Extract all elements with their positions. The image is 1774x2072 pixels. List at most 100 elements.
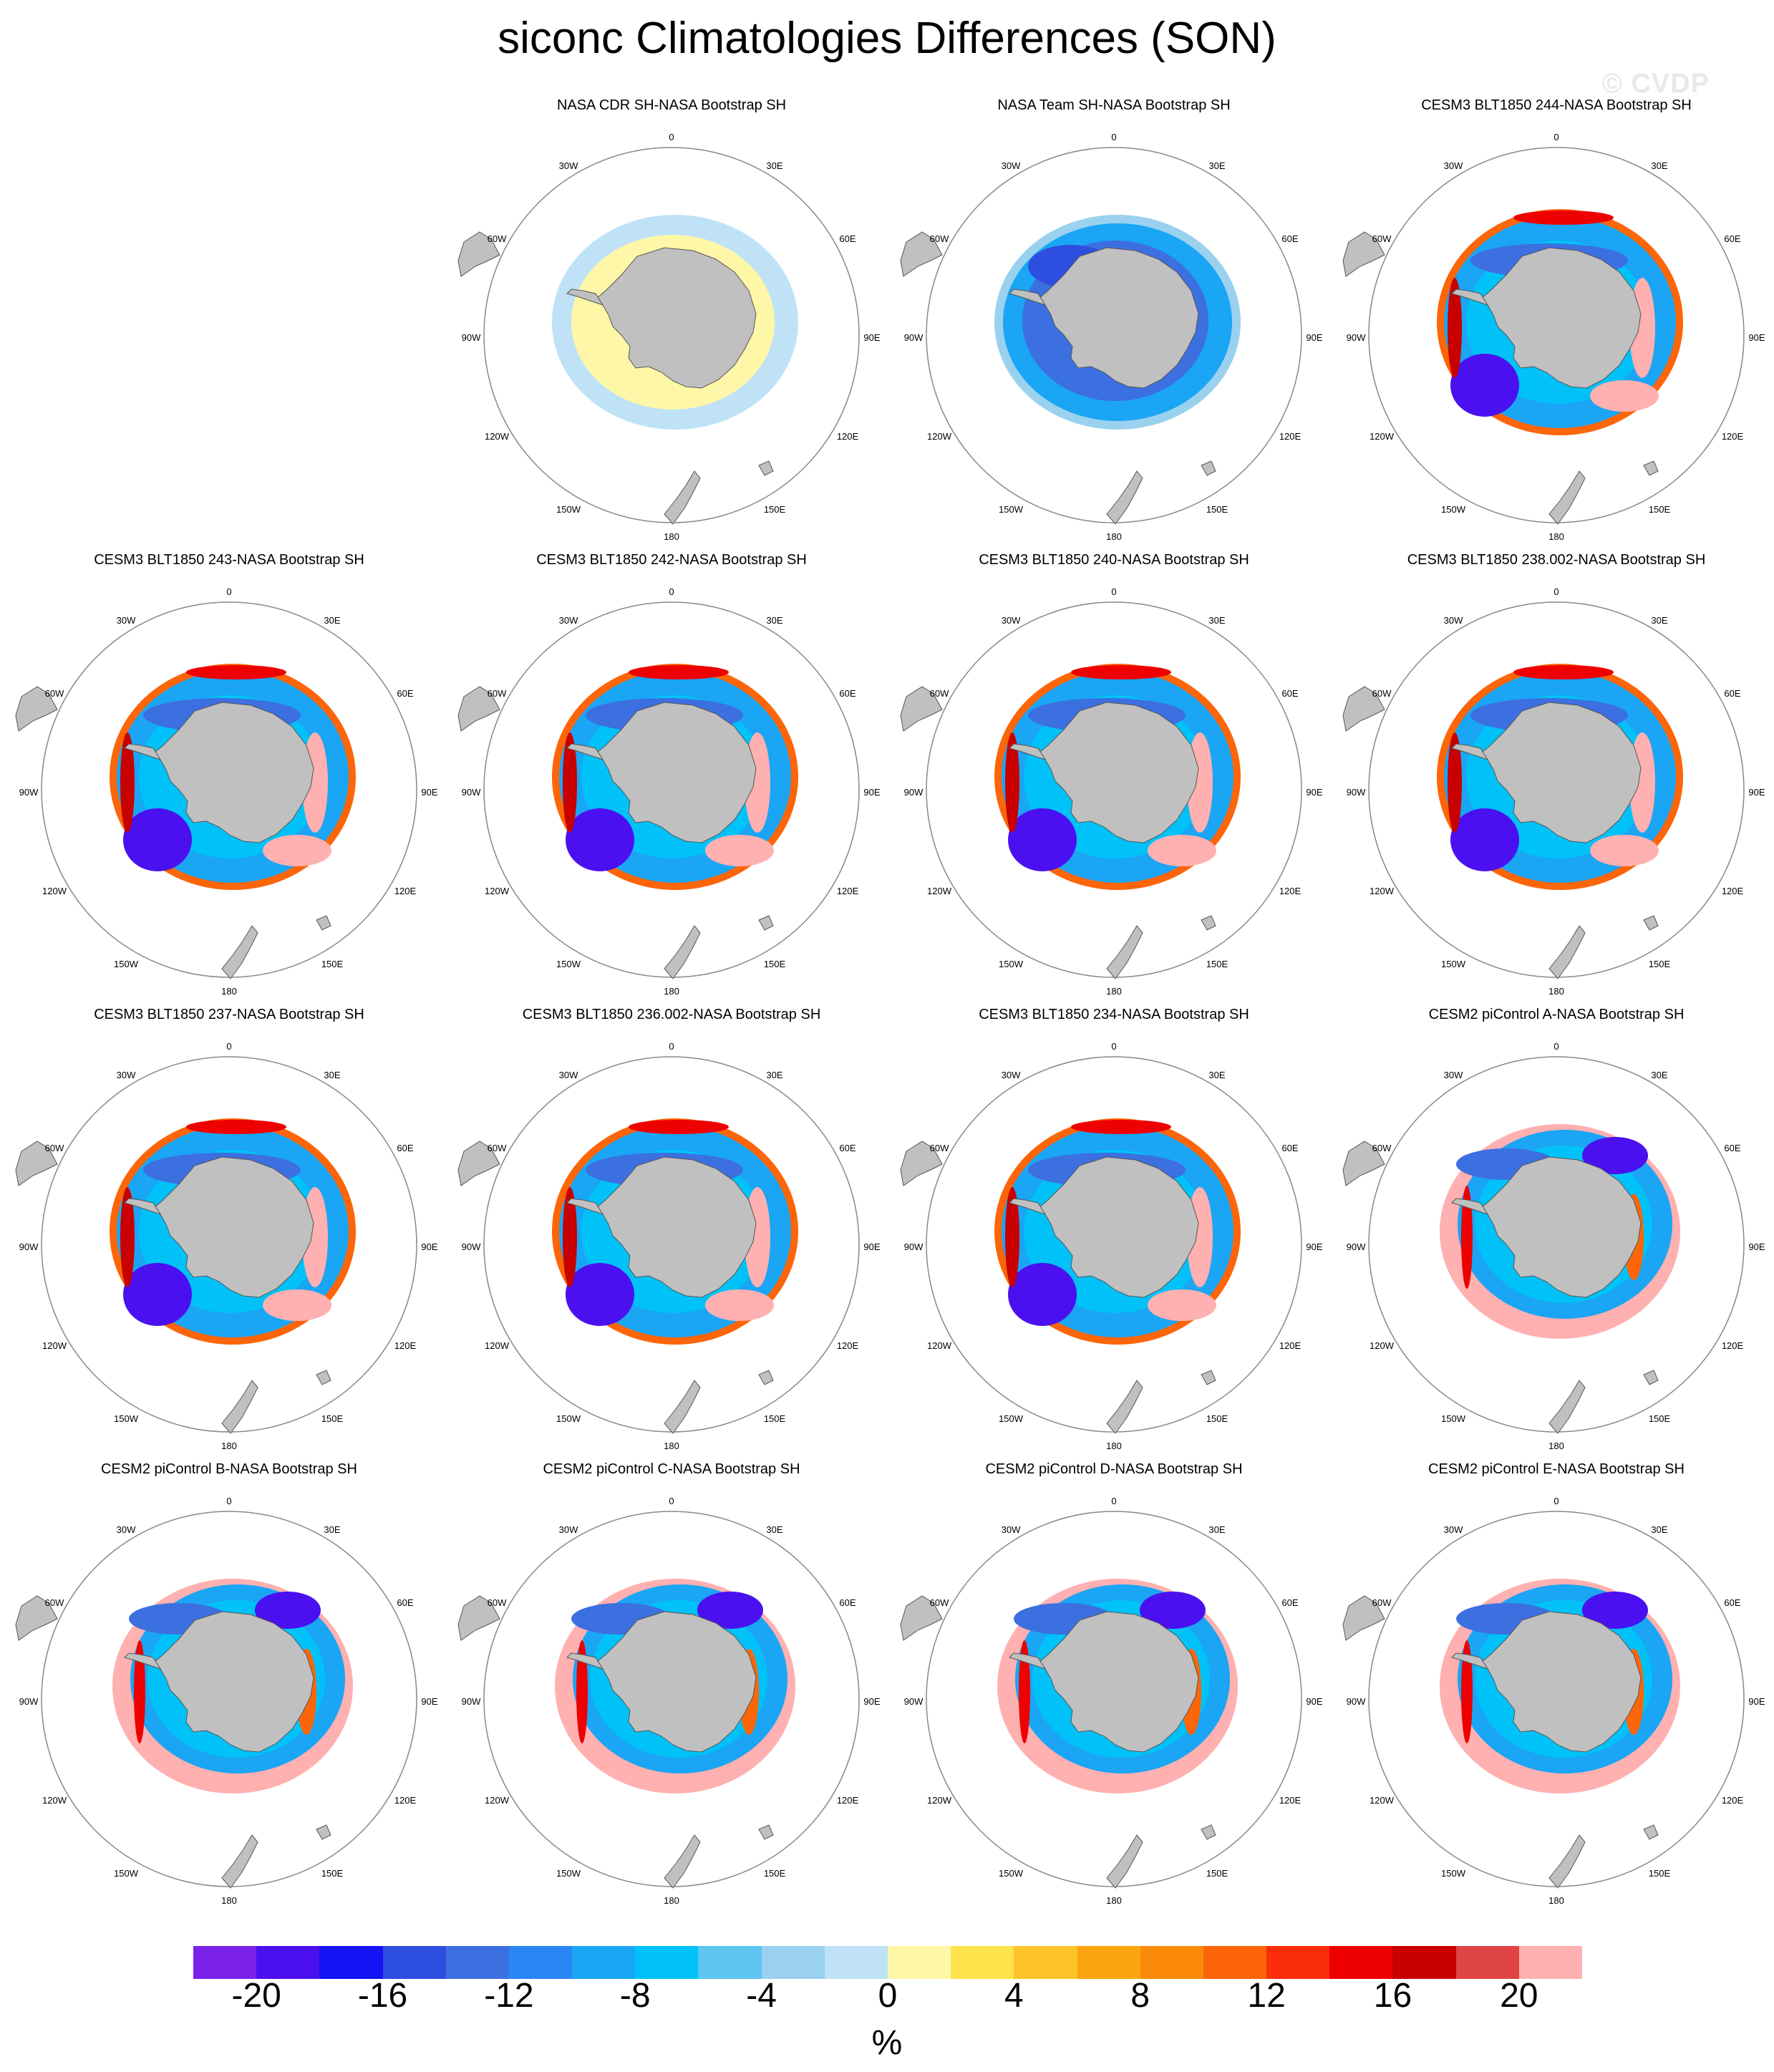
colorbar-swatch — [1455, 1946, 1520, 1979]
antarctica-land — [154, 702, 314, 843]
longitude-label: 120W — [485, 1795, 510, 1806]
longitude-label: 150E — [1649, 504, 1671, 515]
longitude-label: 60W — [930, 1143, 949, 1153]
antarctic-peninsula — [124, 743, 162, 760]
antarctic-peninsula — [1451, 743, 1489, 760]
map-panel: CESM3 BLT1850 234-NASA Bootstrap SH 0 30W 3… — [892, 1007, 1336, 1461]
tasmania-land — [316, 915, 331, 931]
panel-title: CESM2 piControl E-NASA Bootstrap SH — [1428, 1461, 1685, 1477]
new-zealand-land — [664, 470, 701, 525]
south-america-land — [457, 1595, 500, 1641]
new-zealand-land — [221, 925, 258, 979]
longitude-label: 90E — [1748, 1696, 1765, 1707]
south-america-land — [900, 686, 943, 732]
longitude-label: 30E — [766, 615, 782, 626]
antarctic-peninsula — [124, 1198, 162, 1215]
antarctic-peninsula — [566, 289, 604, 306]
longitude-label: 120W — [42, 1795, 67, 1806]
south-america-land — [15, 1141, 58, 1186]
longitude-label: 150W — [999, 504, 1024, 515]
longitude-label: 60W — [1372, 688, 1392, 699]
tasmania-land — [1201, 460, 1216, 476]
longitude-label: 30W — [559, 1524, 578, 1535]
longitude-label: 150E — [1206, 504, 1228, 515]
longitude-label: 30E — [1651, 1070, 1667, 1080]
antarctica-land — [1481, 247, 1642, 389]
longitude-label: 120W — [1370, 1795, 1395, 1806]
longitude-label: 30W — [1002, 1524, 1021, 1535]
longitude-label: 120E — [394, 1795, 417, 1806]
longitude-label: 0 — [1111, 586, 1116, 597]
longitude-label: 180 — [664, 531, 679, 542]
tasmania-land — [758, 915, 774, 931]
tasmania-land — [316, 1370, 331, 1385]
longitude-label: 90W — [462, 1696, 481, 1707]
antarctic-peninsula — [1009, 1652, 1047, 1670]
polar-map: 0 30W 30E 60W 60E 90W 90E 120W 120E 150W 150E 180 — [900, 132, 1323, 542]
longitude-label: 30W — [1002, 615, 1021, 626]
longitude-label: 180 — [1106, 1895, 1122, 1906]
tasmania-land — [1643, 915, 1659, 931]
new-zealand-land — [664, 925, 701, 979]
longitude-label: 90E — [1748, 1241, 1765, 1252]
longitude-label: 0 — [1111, 1041, 1116, 1052]
longitude-label: 60E — [839, 233, 856, 244]
longitude-label: 60E — [397, 688, 413, 699]
colorbar-tick-label: 0 — [878, 1977, 898, 2015]
longitude-label: 180 — [1548, 1895, 1564, 1906]
longitude-label: 120W — [927, 1340, 952, 1351]
antarctica-land — [1039, 1611, 1199, 1753]
longitude-label: 60W — [930, 233, 949, 244]
longitude-label: 60E — [1281, 233, 1298, 244]
polar-map: 0 30W 30E 60W 60E 90W 90E 120W 120E 150W 150E 180 — [900, 1496, 1323, 1906]
panel-title: CESM3 BLT1850 238.002-NASA Bootstrap SH — [1407, 552, 1706, 568]
tasmania-land — [758, 1824, 774, 1840]
new-zealand-land — [664, 1380, 701, 1434]
longitude-label: 0 — [1111, 132, 1116, 142]
antarctica-land — [596, 1156, 757, 1298]
longitude-label: 150W — [1441, 959, 1466, 969]
new-zealand-land — [221, 1834, 258, 1889]
longitude-label: 30W — [117, 615, 136, 626]
longitude-label: 30E — [1651, 615, 1667, 626]
longitude-label: 0 — [669, 132, 674, 142]
antarctic-peninsula — [566, 743, 604, 760]
longitude-label: 120W — [927, 1795, 952, 1806]
longitude-label: 150E — [1206, 959, 1228, 969]
colorbar-swatch — [635, 1946, 699, 1979]
colorbar-swatch — [382, 1946, 447, 1979]
longitude-label: 90E — [421, 1241, 437, 1252]
antarctica-land — [596, 247, 757, 389]
colorbar-swatch — [761, 1946, 825, 1979]
longitude-label: 120E — [837, 431, 859, 442]
longitude-label: 30W — [1444, 615, 1463, 626]
longitude-label: 30E — [766, 160, 782, 171]
longitude-label: 90W — [1347, 787, 1366, 798]
longitude-label: 180 — [221, 1895, 237, 1906]
tasmania-land — [1201, 1370, 1216, 1385]
longitude-label: 120W — [1370, 1340, 1395, 1351]
colorbar-swatch — [1518, 1946, 1583, 1979]
longitude-label: 0 — [1554, 586, 1559, 597]
longitude-label: 60E — [839, 1143, 856, 1153]
longitude-label: 120W — [485, 431, 510, 442]
longitude-label: 60W — [1372, 1597, 1392, 1608]
tasmania-land — [1643, 1824, 1659, 1840]
longitude-label: 180 — [664, 986, 679, 997]
longitude-label: 150E — [764, 1868, 786, 1879]
polar-map: 0 30W 30E 60W 60E 90W 90E 120W 120E 150W 150E 180 — [457, 1496, 881, 1906]
longitude-label: 90E — [1748, 332, 1765, 343]
longitude-label: 90E — [1306, 332, 1322, 343]
longitude-label: 180 — [1548, 531, 1564, 542]
longitude-label: 30W — [1002, 160, 1021, 171]
longitude-label: 150E — [1206, 1868, 1228, 1879]
colorbar-swatch — [1203, 1946, 1267, 1979]
antarctica-land — [1481, 1611, 1642, 1753]
longitude-label: 120E — [1722, 1795, 1744, 1806]
map-panel: NASA Team SH-NASA Bootstrap SH 0 30W 30E 60W… — [892, 97, 1336, 551]
longitude-label: 60W — [488, 688, 507, 699]
longitude-label: 120W — [1370, 431, 1395, 442]
longitude-label: 120E — [1279, 1340, 1302, 1351]
panel-title: CESM3 BLT1850 236.002-NASA Bootstrap SH — [522, 1007, 821, 1022]
tasmania-land — [316, 1824, 331, 1840]
